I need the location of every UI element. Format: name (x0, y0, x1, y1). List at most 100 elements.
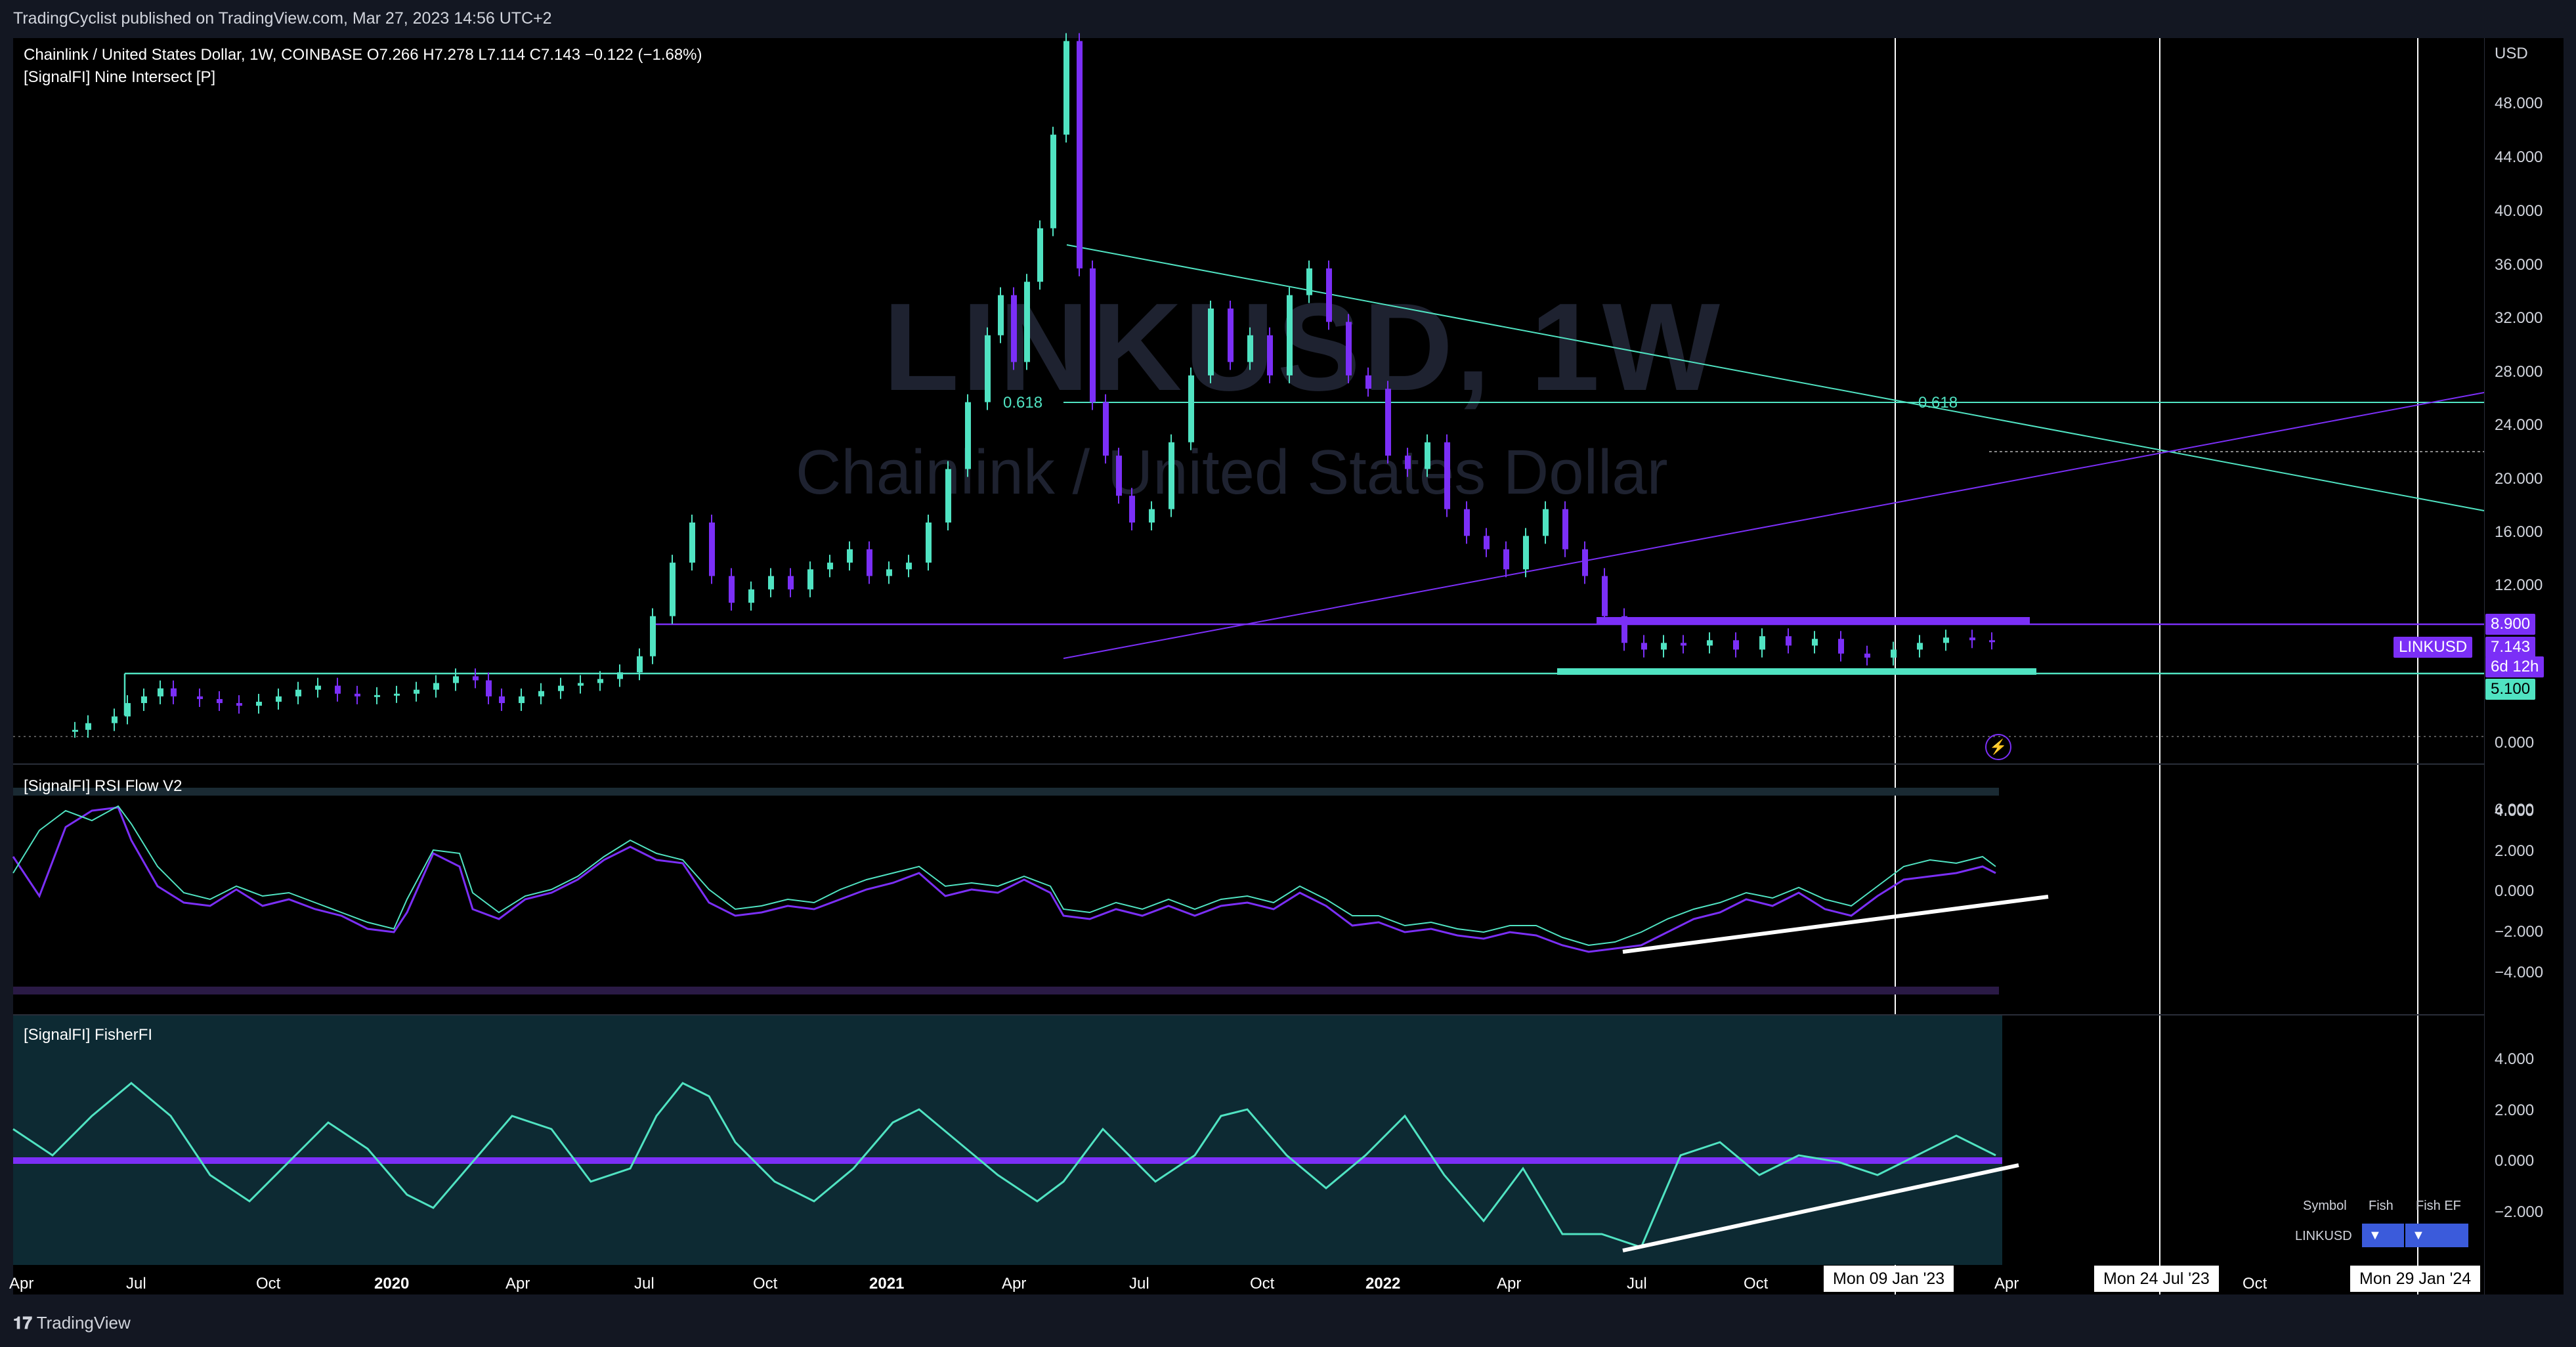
time-label: Apr (1002, 1275, 1027, 1293)
time-label: Apr (1994, 1275, 2019, 1293)
time-label: 2022 (1365, 1275, 1401, 1293)
countdown-tag: 6d 12h (2485, 656, 2544, 677)
candle-body (1287, 295, 1293, 375)
time-label: Oct (1250, 1275, 1275, 1293)
candle-body (1405, 456, 1411, 469)
rsi-legend[interactable]: [SignalFI] RSI Flow V2 (24, 777, 182, 795)
candle-body (1621, 616, 1627, 643)
time-label: Jul (126, 1275, 146, 1293)
candle-body (1188, 375, 1194, 442)
published-line: TradingCyclist published on TradingView.… (13, 9, 552, 28)
candle-body (1326, 268, 1332, 322)
table-fish-ef-down-icon: ▼ (2405, 1224, 2468, 1247)
candle-body (197, 696, 203, 699)
candle-body (1444, 442, 1450, 509)
table-header-fish-ef: Fish EF (2416, 1199, 2461, 1213)
candle-body (1090, 268, 1096, 402)
candle-body (945, 469, 951, 523)
price-tick: 12.000 (2495, 576, 2543, 594)
candle-body (1484, 536, 1490, 549)
rsi-tick: 2.000 (2495, 842, 2535, 860)
rsi-tick: −2.000 (2495, 923, 2544, 941)
candle-body (354, 693, 360, 696)
divider-fisher[interactable] (13, 1014, 2563, 1016)
ascending-trendline (1063, 392, 2485, 659)
range-bottom-band (1557, 668, 2036, 675)
descending-trendline (1066, 244, 2485, 511)
candle-body (1464, 509, 1470, 536)
candle-body (650, 616, 656, 656)
candle-body (1169, 442, 1174, 509)
tradingview-logo[interactable]: 𝟏𝟕 TradingView (13, 1313, 131, 1334)
candle-body (1562, 509, 1568, 549)
candle-body (1661, 643, 1667, 650)
table-fish-down-icon: ▼ (2362, 1224, 2404, 1247)
candle-body (1077, 41, 1083, 268)
symbol-tag: LINKUSD (2394, 637, 2473, 658)
time-tag-jan-2023: Mon 09 Jan '23 (1824, 1266, 1954, 1292)
candle-body (748, 589, 754, 603)
rsi-tick: 4.000 (2495, 802, 2535, 820)
price-tick: 16.000 (2495, 523, 2543, 541)
rsi-strip-bottom (13, 987, 1999, 994)
candle-body (394, 693, 400, 696)
rsi-flow-signal (12, 805, 1996, 947)
price-tick: 48.000 (2495, 95, 2543, 112)
time-label: Oct (753, 1275, 778, 1293)
symbol-watermark: LINKUSD, 1W (883, 278, 1723, 417)
fisher-wave (12, 1082, 1996, 1249)
candle-body (637, 656, 643, 673)
fisher-legend[interactable]: [SignalFI] FisherFI (24, 1026, 153, 1044)
candle-body (295, 689, 301, 696)
candle-body (1641, 643, 1647, 650)
candle-body (867, 549, 872, 576)
rsi-trendline (1622, 895, 2049, 954)
candle-body (538, 691, 544, 696)
fisher-bg (13, 1016, 2002, 1265)
candle-body (926, 523, 932, 563)
fisher-tick: −2.000 (2495, 1203, 2544, 1221)
main-legend: Chainlink / United States Dollar, 1W, CO… (24, 46, 702, 64)
candle-body (788, 576, 794, 589)
candle-body (158, 688, 163, 696)
candle-body (171, 688, 177, 696)
fisher-tick: 0.000 (2495, 1152, 2535, 1170)
candle-body (1247, 335, 1253, 362)
candle-body (72, 729, 78, 732)
time-tag-jan-2024: Mon 29 Jan '24 (2350, 1266, 2481, 1292)
symbol-line: Chainlink / United States Dollar, 1W, CO… (24, 46, 363, 64)
candle-body (374, 695, 380, 697)
candle-body (1707, 640, 1713, 646)
rsi-tick: 0.000 (2495, 882, 2535, 900)
indicator-legend-nine[interactable]: [SignalFI] Nine Intersect [P] (24, 68, 216, 86)
ohlc-low: L7.114 (478, 46, 525, 64)
price-tick: 44.000 (2495, 148, 2543, 166)
candle-body (807, 569, 813, 589)
candle-body (1838, 639, 1844, 654)
price-tick: 24.000 (2495, 416, 2543, 434)
candle-body (1503, 549, 1509, 570)
candle-body (1864, 653, 1870, 658)
price-tick: 0.000 (2495, 734, 2535, 752)
time-label: 2021 (869, 1275, 905, 1293)
published-header: TradingCyclist published on TradingView.… (0, 0, 2576, 38)
candle-body (1116, 456, 1122, 496)
divider-rsi[interactable] (13, 763, 2563, 765)
fib-label-right: 0.618 (1918, 394, 1958, 412)
rsi-tick: −4.000 (2495, 964, 2544, 981)
time-label: Jul (1129, 1275, 1149, 1293)
time-label: Apr (1497, 1275, 1522, 1293)
time-label: Jul (634, 1275, 655, 1293)
candle-body (256, 702, 262, 706)
candle-body (1228, 309, 1234, 362)
candle-body (689, 523, 695, 563)
candle-body (1011, 295, 1017, 362)
candle-body (906, 563, 912, 570)
ohlc-high: H7.278 (423, 46, 474, 64)
range-top-band (1597, 617, 2030, 624)
candle-body (1543, 509, 1549, 536)
time-tag-jul-2023: Mon 24 Jul '23 (2094, 1266, 2219, 1292)
candle-body (847, 549, 853, 563)
lightning-icon[interactable]: ⚡ (1985, 734, 2011, 760)
